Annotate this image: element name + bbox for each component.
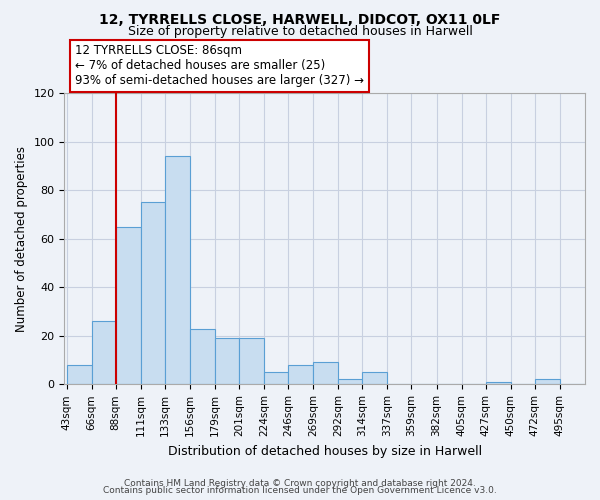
Bar bbox=[67, 365, 92, 384]
Text: 12 TYRRELLS CLOSE: 86sqm
← 7% of detached houses are smaller (25)
93% of semi-de: 12 TYRRELLS CLOSE: 86sqm ← 7% of detache… bbox=[75, 44, 364, 88]
Y-axis label: Number of detached properties: Number of detached properties bbox=[15, 146, 28, 332]
Text: Contains HM Land Registry data © Crown copyright and database right 2024.: Contains HM Land Registry data © Crown c… bbox=[124, 478, 476, 488]
Bar bbox=[116, 226, 141, 384]
Bar bbox=[362, 372, 388, 384]
Bar bbox=[535, 380, 560, 384]
Bar bbox=[215, 338, 239, 384]
Bar bbox=[338, 380, 362, 384]
Bar bbox=[264, 372, 288, 384]
Bar bbox=[165, 156, 190, 384]
Bar bbox=[485, 382, 511, 384]
Bar bbox=[313, 362, 338, 384]
Text: Contains public sector information licensed under the Open Government Licence v3: Contains public sector information licen… bbox=[103, 486, 497, 495]
Text: 12, TYRRELLS CLOSE, HARWELL, DIDCOT, OX11 0LF: 12, TYRRELLS CLOSE, HARWELL, DIDCOT, OX1… bbox=[100, 12, 500, 26]
X-axis label: Distribution of detached houses by size in Harwell: Distribution of detached houses by size … bbox=[167, 444, 482, 458]
Bar bbox=[288, 365, 313, 384]
Bar bbox=[239, 338, 264, 384]
Bar bbox=[92, 321, 116, 384]
Bar bbox=[190, 328, 215, 384]
Text: Size of property relative to detached houses in Harwell: Size of property relative to detached ho… bbox=[128, 25, 472, 38]
Bar bbox=[141, 202, 165, 384]
